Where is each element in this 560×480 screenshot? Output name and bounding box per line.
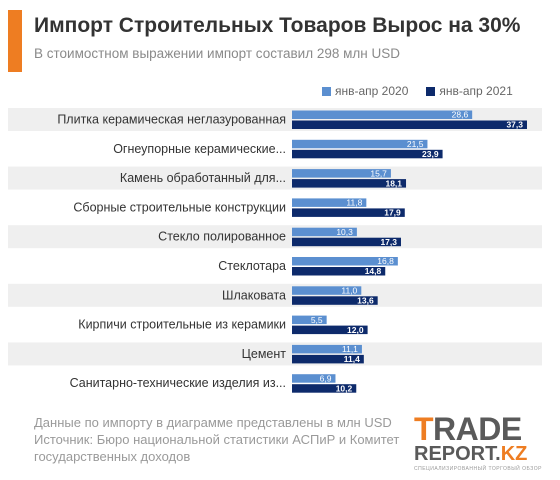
bar-2021 [292,208,405,217]
bar-2020 [292,139,428,149]
bar-2021 [292,325,368,335]
category-label: Огнеупорные керамические... [113,142,286,156]
legend-item-2021: янв-апр 2021 [426,84,513,98]
value-label-2021: 17,3 [380,237,397,247]
category-label: Кирпичи строительные из керамики [78,318,286,332]
value-label-2020: 11,8 [346,198,362,208]
row-band [8,283,542,307]
category-label: Стеклотара [218,259,286,273]
bar-2021 [292,179,407,188]
chart-subtitle: В стоимостном выражении импорт составил … [34,46,400,61]
legend-swatch-2020 [322,86,331,96]
value-label-2021: 23,9 [422,149,439,159]
category-label: Санитарно-технические изделия из... [70,376,286,390]
value-label-2020: 15,7 [370,168,387,178]
value-label-2020: 5,5 [311,315,323,325]
bar-2021 [292,384,357,393]
bar-chart: Плитка керамическая неглазурованная 28,6 3… [8,108,542,393]
footnote: Данные по импорту в диаграмме представле… [34,414,424,465]
chart-title: Импорт Строительных Товаров Вырос на 30% [34,14,521,37]
row-band [8,342,542,366]
bar-2021 [292,296,378,305]
bar-2021 [292,267,386,276]
bar-2020 [292,110,473,119]
value-label-2020: 16,8 [377,256,394,266]
bar-2021 [292,149,443,159]
bar-2021 [292,120,527,129]
bar-2021 [292,354,364,364]
value-label-2020: 6,9 [320,373,332,383]
logo-tagline: СПЕЦИАЛИЗИРОВАННЫЙ ТОРГОВЫЙ ОБЗОР [414,466,542,472]
value-label-2021: 13,6 [357,296,374,306]
bar-2020 [292,198,367,207]
legend-swatch-2021 [426,86,436,96]
bar-2020 [292,374,336,383]
value-label-2020: 10,3 [336,227,353,237]
legend-item-2020: янв-апр 2020 [322,84,408,98]
value-label-2020: 11,1 [342,344,358,354]
legend-label-2020: янв-апр 2020 [335,84,409,98]
row-band [8,166,542,190]
value-label-2020: 28,6 [452,110,469,120]
category-label: Камень обработанный для... [120,171,286,185]
bar-2020 [292,257,398,266]
category-label: Шлаковата [222,288,286,302]
value-label-2021: 12,0 [347,325,364,335]
value-label-2021: 18,1 [385,178,402,188]
value-label-2020: 21,5 [407,139,424,149]
bar-2020 [292,227,357,237]
logo-main: TRADE [414,411,522,447]
logo-sub: REPORT.KZ [414,443,528,465]
legend: янв-апр 2020 янв-апр 2021 [322,84,513,98]
bar-2020 [292,286,362,295]
bar-2020 [292,315,327,325]
category-label: Цемент [242,347,287,361]
category-label: Плитка керамическая неглазурованная [57,113,286,127]
category-label: Стекло полированное [158,230,286,244]
footnote-source: Источник: Бюро национальной статистики А… [34,432,400,447]
value-label-2021: 17,9 [384,208,401,218]
tradereport-logo: TRADE REPORT.KZ СПЕЦИАЛИЗИРОВАННЫЙ ТОРГО… [414,411,554,472]
value-label-2021: 14,8 [365,266,382,276]
accent-bar [8,10,22,72]
bar-2021 [292,237,401,247]
bar-2020 [292,169,391,178]
row-band [8,225,542,249]
footnote-source-cont: государственных доходов [34,449,191,464]
category-label: Сборные строительные конструкции [73,200,286,214]
value-label-2021: 10,2 [336,383,353,393]
value-label-2021: 37,3 [506,120,523,130]
value-label-2021: 11,4 [344,354,360,364]
legend-label-2021: янв-апр 2021 [439,84,513,98]
bar-2020 [292,344,362,354]
value-label-2020: 11,0 [341,286,357,296]
footnote-units: Данные по импорту в диаграмме представле… [34,415,392,430]
